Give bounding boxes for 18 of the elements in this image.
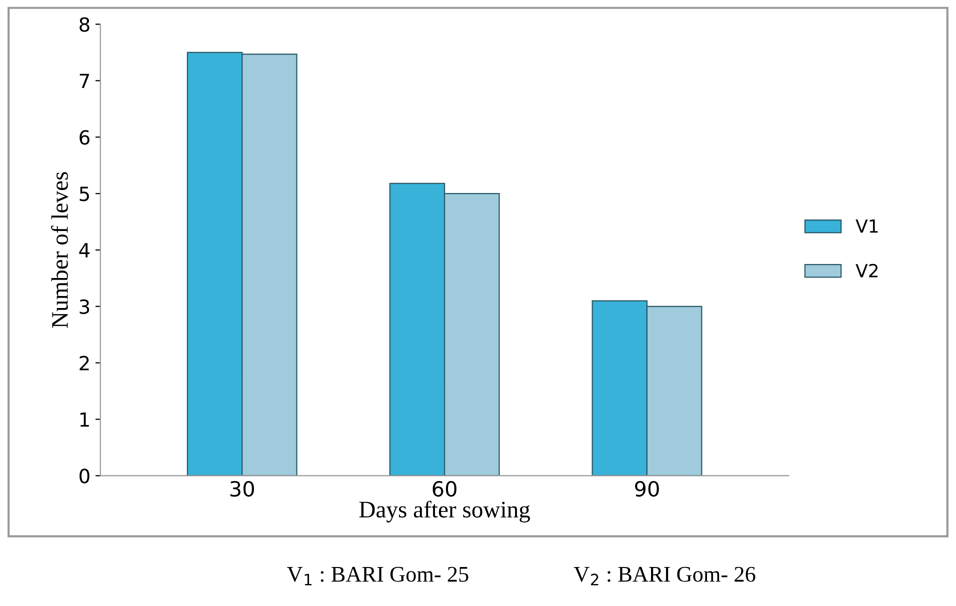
legend-label: V2 <box>856 264 878 278</box>
text: V$_{1}$ : BARI Gom- 25 <box>287 566 468 586</box>
x-tick-label: 90 <box>635 480 659 497</box>
y-tick-label: 0 <box>80 468 90 484</box>
y-tick-label: 7 <box>80 74 89 88</box>
x-axis-title: Days after sowing <box>359 500 530 522</box>
y-tick-label: 1 <box>80 412 89 427</box>
text: V$_{2}$ : BARI Gom- 26 <box>574 566 756 586</box>
y-tick-label: 2 <box>80 356 89 370</box>
x-tick-label: 30 <box>230 480 254 497</box>
y-tick-label: 4 <box>79 243 90 258</box>
x-tick-label: 60 <box>432 480 456 497</box>
y-tick-label: 6 <box>80 130 90 145</box>
legend-label: V1 <box>856 220 878 233</box>
y-tick-label: 5 <box>80 186 89 202</box>
y-tick-label: 8 <box>80 17 90 32</box>
y-tick-label: 3 <box>80 299 90 314</box>
y-axis-title: Number of leves <box>51 172 68 328</box>
